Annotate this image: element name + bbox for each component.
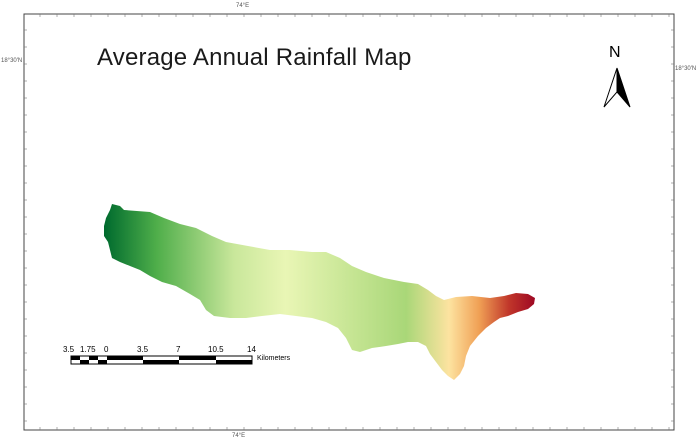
longitude-label-top: 74°E [236,3,250,9]
scale-label: 14 [247,345,256,354]
latitude-label-left: 18°30'N [1,58,23,64]
rainfall-region [104,204,535,380]
scale-unit-label: Kilometers [257,355,291,362]
scale-label: 3.5 [63,345,75,354]
graticule-ticks [24,14,674,430]
north-label: N [609,44,621,61]
scale-label: 1.75 [80,345,96,354]
scale-label: 7 [176,345,181,354]
north-arrow-icon [603,67,631,108]
longitude-label-bottom: 74°E [232,433,246,439]
scale-label: 10.5 [208,345,224,354]
map-title: Average Annual Rainfall Map [97,44,412,71]
map-border [23,13,675,431]
scale-bar [70,355,253,365]
scale-label: 0 [104,345,109,354]
scale-label: 3.5 [137,345,149,354]
latitude-label-right: 18°30'N [675,66,697,72]
